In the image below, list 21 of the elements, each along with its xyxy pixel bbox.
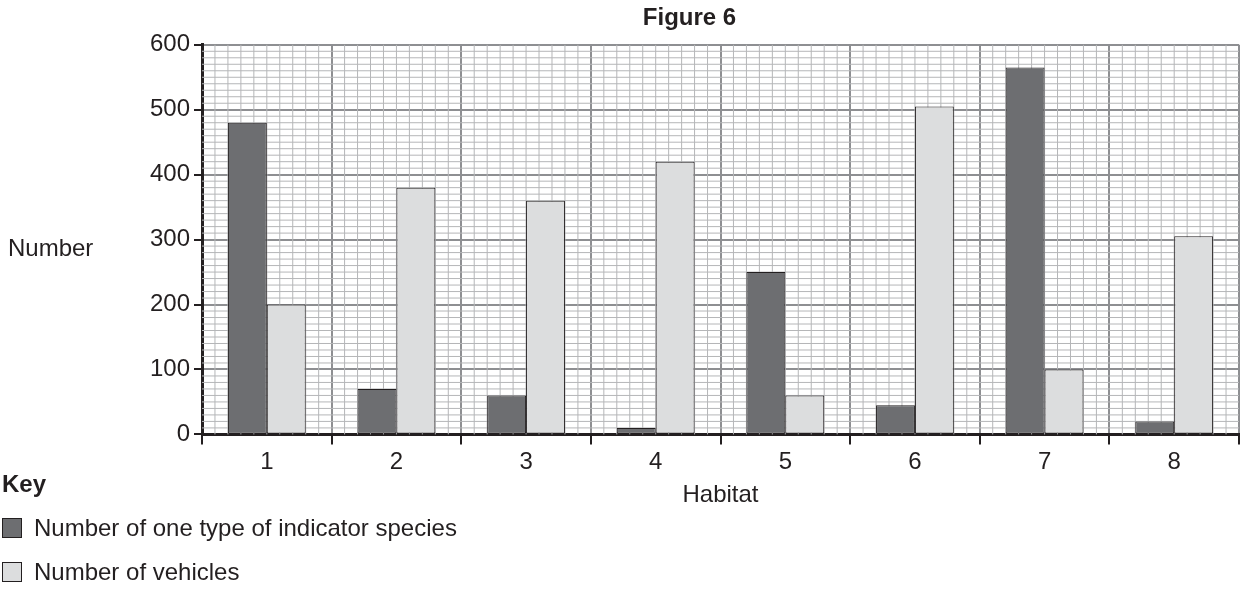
x-tick-label: 2 xyxy=(389,447,404,475)
x-tick-label: 7 xyxy=(1037,447,1052,475)
x-tick-label: 3 xyxy=(519,447,533,475)
legend-title: Key xyxy=(2,470,47,497)
y-axis-title: Number xyxy=(8,234,94,262)
x-axis-title: Habitat xyxy=(682,480,759,508)
legend-label: Number of vehicles xyxy=(34,558,240,586)
y-tick-label: 400 xyxy=(149,159,190,187)
y-tick-label: 500 xyxy=(149,94,190,122)
x-tick-label: 1 xyxy=(260,447,274,475)
y-tick-label: 100 xyxy=(149,354,190,382)
y-tick-label: 300 xyxy=(149,224,190,252)
y-tick-label: 600 xyxy=(149,29,190,57)
x-tick-label: 6 xyxy=(908,447,922,475)
x-tick-label: 4 xyxy=(649,447,663,475)
y-tick-label: 0 xyxy=(176,419,190,447)
x-tick-label: 5 xyxy=(778,447,792,475)
chart-title: Figure 6 xyxy=(642,3,737,31)
y-tick-label: 200 xyxy=(149,289,190,317)
legend-label: Number of one type of indicator species xyxy=(34,514,457,542)
x-tick-label: 8 xyxy=(1167,447,1181,475)
